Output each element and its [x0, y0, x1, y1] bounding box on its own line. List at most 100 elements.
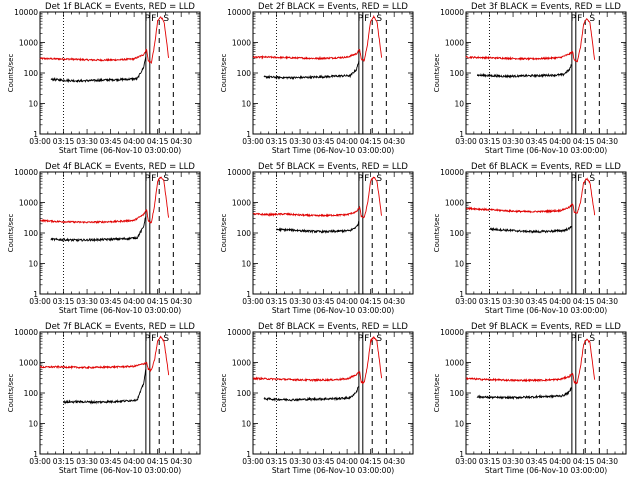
x-tick-label: 04:00	[549, 457, 571, 466]
x-tick-label: 04:30	[170, 137, 192, 146]
x-tick-label: 03:00	[29, 457, 51, 466]
x-tick-label: 04:15	[573, 137, 595, 146]
detector-panel: Det 2f BLACK = Events, RED = LLD 1 10 100 10…	[220, 2, 414, 155]
interval-label: P	[571, 14, 577, 24]
y-axis-label: Counts/sec	[220, 54, 228, 93]
x-tick-label: 04:15	[573, 297, 595, 306]
x-tick-label: 04:15	[147, 137, 169, 146]
interval-label: S	[376, 334, 382, 344]
y-tick-label: 1000	[232, 199, 251, 208]
events-series-line	[476, 64, 573, 79]
y-tick-label: 10000	[440, 328, 464, 337]
events-series-line	[476, 386, 573, 401]
y-tick-label: 1	[246, 450, 251, 459]
plot-frame	[252, 11, 414, 135]
y-tick-label: 10	[28, 100, 38, 109]
interval-label: P	[145, 174, 151, 184]
y-tick-label: 10000	[227, 168, 251, 177]
x-tick-label: 03:45	[100, 457, 122, 466]
y-tick-label: 10	[454, 260, 464, 269]
y-tick-label: 1	[33, 450, 38, 459]
y-tick-label: 1	[33, 130, 38, 139]
panel-title: Det 3f BLACK = Events, RED = LLD	[471, 2, 621, 12]
x-tick-label: 03:15	[479, 137, 501, 146]
panel-title: Det 6f BLACK = Events, RED = LLD	[471, 162, 621, 172]
y-tick-label: 1	[459, 290, 464, 299]
x-tick-label: 03:45	[100, 137, 122, 146]
x-tick-label: 03:30	[502, 137, 524, 146]
x-tick-label: 03:45	[526, 137, 548, 146]
y-axis-label: Counts/sec	[7, 54, 15, 93]
lld-series-line	[39, 176, 170, 225]
interval-label: F	[577, 174, 582, 184]
x-tick-label: 03:15	[266, 297, 288, 306]
lld-series-line	[39, 16, 170, 65]
interval-label: S	[589, 14, 595, 24]
x-tick-label: 03:30	[502, 457, 524, 466]
y-tick-label: 10	[28, 420, 38, 429]
y-tick-label: 100	[24, 229, 39, 238]
interval-label: F	[151, 174, 156, 184]
x-tick-label: 03:00	[455, 137, 477, 146]
x-tick-label: 04:30	[383, 297, 405, 306]
x-tick-label: 04:30	[596, 297, 618, 306]
y-tick-label: 100	[24, 69, 39, 78]
y-axis-label: Counts/sec	[7, 374, 15, 413]
detector-panel: Det 1f BLACK = Events, RED = LLD 1 10 100 10…	[7, 2, 201, 155]
y-tick-label: 1000	[445, 359, 464, 368]
interval-label: S	[163, 14, 169, 24]
y-axis-label: Counts/sec	[433, 214, 441, 253]
x-axis-label: Start Time (06-Nov-10 03:00:00)	[485, 466, 607, 475]
interval-label: S	[589, 334, 595, 344]
y-tick-label: 1	[33, 290, 38, 299]
y-tick-label: 1	[459, 450, 464, 459]
x-tick-label: 03:45	[526, 297, 548, 306]
x-tick-label: 03:00	[455, 457, 477, 466]
panel-title: Det 9f BLACK = Events, RED = LLD	[471, 322, 621, 332]
x-axis-label: Start Time (06-Nov-10 03:00:00)	[59, 306, 181, 315]
interval-label: F	[364, 334, 369, 344]
y-tick-label: 10	[241, 100, 251, 109]
y-tick-label: 10000	[440, 168, 464, 177]
lld-series-line	[252, 336, 383, 385]
x-tick-label: 03:45	[313, 457, 335, 466]
y-tick-label: 1	[459, 130, 464, 139]
plot-frame	[39, 331, 201, 455]
x-tick-label: 03:30	[289, 457, 311, 466]
y-tick-label: 100	[237, 69, 252, 78]
x-tick-label: 04:00	[549, 137, 571, 146]
y-tick-label: 10000	[440, 8, 464, 17]
interval-label: F	[151, 334, 156, 344]
x-tick-label: 03:30	[76, 457, 98, 466]
x-tick-label: 03:30	[289, 297, 311, 306]
detector-panel: Det 9f BLACK = Events, RED = LLD 1 10 100 10…	[433, 322, 627, 475]
y-tick-label: 100	[450, 229, 465, 238]
x-axis-label: Start Time (06-Nov-10 03:00:00)	[272, 146, 394, 155]
interval-label: F	[577, 334, 582, 344]
x-tick-label: 04:00	[336, 137, 358, 146]
x-tick-label: 04:30	[170, 457, 192, 466]
x-tick-label: 04:15	[573, 457, 595, 466]
interval-label: P	[358, 174, 364, 184]
x-tick-label: 04:15	[360, 297, 382, 306]
x-tick-label: 03:15	[53, 137, 75, 146]
events-series-line	[489, 225, 573, 234]
y-axis-label: Counts/sec	[7, 214, 15, 253]
y-tick-label: 10	[454, 420, 464, 429]
x-tick-label: 04:30	[383, 457, 405, 466]
y-tick-label: 10000	[227, 328, 251, 337]
interval-label: P	[571, 174, 577, 184]
panel-title: Det 4f BLACK = Events, RED = LLD	[45, 162, 195, 172]
x-axis-label: Start Time (06-Nov-10 03:00:00)	[485, 146, 607, 155]
x-axis-label: Start Time (06-Nov-10 03:00:00)	[59, 146, 181, 155]
x-tick-label: 04:30	[170, 297, 192, 306]
interval-label: S	[376, 14, 382, 24]
x-axis-label: Start Time (06-Nov-10 03:00:00)	[485, 306, 607, 315]
plot-frame	[39, 171, 201, 295]
x-tick-label: 04:30	[596, 457, 618, 466]
interval-label: P	[358, 334, 364, 344]
y-tick-label: 1000	[445, 199, 464, 208]
plot-frame	[252, 331, 414, 455]
x-tick-label: 03:30	[76, 137, 98, 146]
x-tick-label: 04:00	[336, 297, 358, 306]
